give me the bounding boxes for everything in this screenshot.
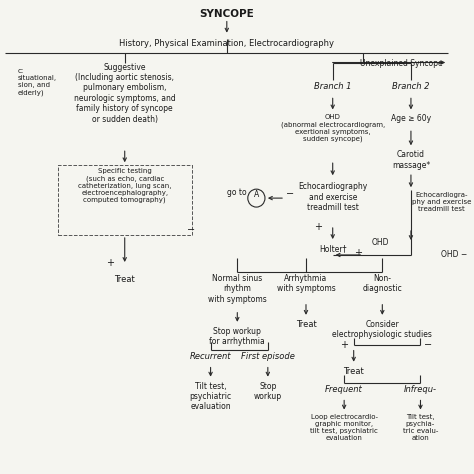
Text: Treat: Treat [296,320,316,329]
Text: −: − [286,189,294,199]
Text: Tilt test,
psychiatric
evaluation: Tilt test, psychiatric evaluation [190,382,232,411]
Text: −: − [424,340,432,350]
Text: Specific testing
(such as echo, cardiac
catheterization, lung scan,
electroencep: Specific testing (such as echo, cardiac … [78,168,172,203]
Text: First episode: First episode [241,352,295,361]
Text: Age ≥ 60y: Age ≥ 60y [391,114,431,123]
Text: c:
situational,
sion, and
elderly): c: situational, sion, and elderly) [18,69,57,96]
Text: Echocardiography
and exercise
treadmill test: Echocardiography and exercise treadmill … [298,182,367,212]
Text: Frequent: Frequent [325,384,363,393]
Text: Recurrent: Recurrent [190,352,231,361]
Text: Tilt test,
psychia-
tric evalu-
ation: Tilt test, psychia- tric evalu- ation [403,414,438,441]
Text: Treat: Treat [343,366,364,375]
Text: Consider
electrophysiologic studies: Consider electrophysiologic studies [332,320,432,339]
Text: +: + [314,222,322,232]
Text: A: A [254,190,259,199]
Text: Branch 1: Branch 1 [314,82,351,91]
Text: History, Physical Examination, Electrocardiography: History, Physical Examination, Electroca… [119,38,334,47]
Text: Stop
workup: Stop workup [254,382,282,401]
Text: OHD
(abnormal electrocardiogram,
exertional symptoms,
sudden syncope): OHD (abnormal electrocardiogram, exertio… [281,114,385,142]
Text: +: + [106,258,114,268]
Text: −: − [187,225,196,235]
Text: Unexplained Syncope: Unexplained Syncope [360,58,443,67]
Text: Echocardiogra-
phy and exercise
treadmill test: Echocardiogra- phy and exercise treadmil… [412,192,471,212]
Text: Branch 2: Branch 2 [392,82,430,91]
Text: Non-
diagnostic: Non- diagnostic [363,274,402,293]
Text: OHD −: OHD − [441,250,468,259]
Text: +: + [355,248,363,258]
Text: Holter†: Holter† [319,244,346,253]
Text: OHD: OHD [372,238,389,247]
Text: +: + [340,340,348,350]
Text: Treat: Treat [114,275,135,284]
Text: Carotid
massage*: Carotid massage* [392,150,430,170]
Text: Infrequ-: Infrequ- [404,384,437,393]
Text: Normal sinus
rhythm
with symptoms: Normal sinus rhythm with symptoms [208,274,267,304]
Text: Stop workup
for arrhythmia: Stop workup for arrhythmia [210,327,265,346]
Text: Loop electrocardiо-
graphic monitor,
tilt test, psychiatric
evaluation: Loop electrocardiо- graphic monitor, til… [310,414,378,441]
Text: go to: go to [228,188,247,197]
Text: Arrhythmia
with symptoms: Arrhythmia with symptoms [277,274,336,293]
Text: SYNCOPE: SYNCOPE [200,9,254,18]
Text: Suggestive
(Including aortic stenosis,
pulmonary embolism,
neurologic symptoms, : Suggestive (Including aortic stenosis, p… [74,63,175,124]
